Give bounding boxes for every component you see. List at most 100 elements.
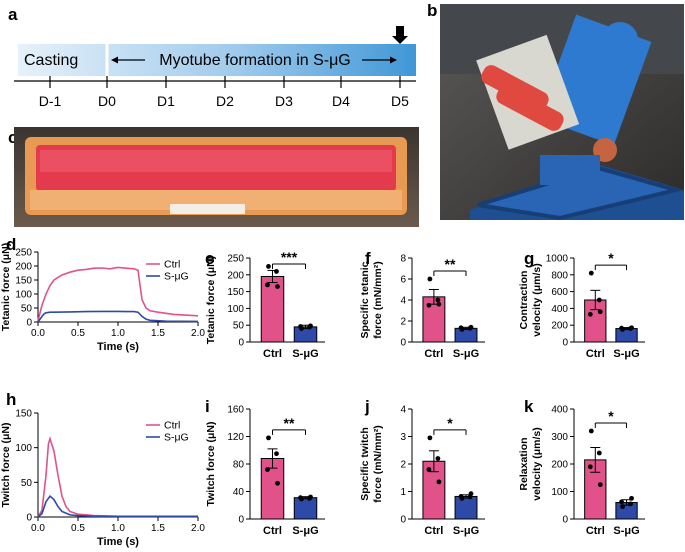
timeline-day-label: D3	[275, 93, 293, 109]
data-point-sug	[628, 501, 633, 507]
significance-marker: *	[447, 415, 453, 431]
data-point-ctrl	[587, 464, 593, 470]
data-point-sug	[308, 323, 313, 329]
x-tick-label: 0.0	[31, 328, 45, 339]
data-point-sug	[619, 499, 624, 505]
y-axis-title: Twitch force (μN)	[205, 422, 217, 507]
specific-tetanic-force-bar-chart: 0 2 4 6 8 Specific tetanic force (mN/mm²) Ctrl S…	[359, 254, 485, 360]
y-axis-title: Specific tetanic	[359, 261, 371, 338]
significance-marker: ***	[281, 249, 298, 265]
y-tick-label: 40	[233, 487, 245, 498]
data-point-ctrl	[265, 467, 270, 472]
x-tick-label: 0.5	[71, 523, 85, 534]
y-tick-label: 400	[551, 304, 568, 315]
series-line-ctrl	[37, 435, 198, 518]
x-category-label: Ctrl	[424, 348, 443, 360]
x-axis-title: Time (s)	[97, 536, 139, 548]
y-tick-label: 50	[21, 304, 33, 315]
y-tick-label: 0	[562, 515, 568, 526]
bar-ctrl	[260, 275, 285, 343]
x-category-label: S-μG	[613, 348, 639, 360]
y-tick-label: 50	[21, 478, 33, 489]
timeline-day-label: D4	[332, 93, 350, 109]
timeline-bar	[18, 44, 416, 76]
y-tick-label: 1000	[546, 254, 569, 265]
x-category-label: Ctrl	[263, 525, 282, 537]
y-axis-title: Contraction	[518, 271, 530, 330]
data-point-ctrl	[587, 311, 593, 317]
y-axis-title: Tetanic force (μN)	[205, 256, 217, 345]
legend-label: S-μG	[164, 271, 189, 283]
y-tick-label: 160	[227, 405, 244, 416]
panel-letter-a: a	[8, 5, 18, 24]
data-point-sug	[629, 495, 634, 501]
significance-marker: *	[608, 408, 614, 424]
data-point-sug	[620, 504, 625, 510]
specific-twitch-force-bar-chart: 0 1 2 3 4 Specific twitch force (mN/mm²) Ctrl S-…	[359, 405, 485, 537]
data-point-ctrl	[427, 276, 433, 282]
series-line-sug	[37, 495, 198, 518]
bar-sug	[293, 497, 318, 520]
data-point-ctrl	[588, 428, 594, 434]
bar-sug	[293, 326, 318, 343]
y-tick-label: 80	[233, 460, 245, 471]
significance-marker: **	[445, 256, 456, 272]
y-tick-label: 200	[15, 262, 32, 273]
y-axis-title: force (mN/mm²)	[372, 261, 384, 339]
y-tick-label: 800	[551, 270, 568, 281]
y-tick-label: 100	[15, 443, 32, 454]
y-tick-label: 100	[551, 487, 568, 498]
legend-label: S-μG	[164, 432, 189, 444]
data-point-ctrl	[275, 284, 280, 289]
x-tick-label: 2.0	[191, 523, 205, 534]
y-tick-label: 100	[227, 304, 244, 315]
x-category-label: Ctrl	[586, 348, 605, 360]
panel-letter-j: j	[364, 397, 370, 416]
data-point-sug	[298, 324, 303, 329]
bar-sug	[454, 495, 478, 520]
x-tick-label: 1.5	[151, 328, 165, 339]
panel-letter-c: c	[8, 128, 17, 147]
data-point-sug	[468, 324, 474, 330]
significance-marker: *	[608, 250, 614, 266]
timeline-day-label: D0	[98, 93, 116, 109]
y-tick-label: 3	[400, 432, 406, 443]
y-axis-title: Specific twitch	[359, 427, 371, 501]
panel-letter-d: d	[6, 235, 16, 254]
data-point-ctrl	[266, 264, 271, 269]
contraction-velocity-bar-chart: 0 200 400 600 800 1000 Contraction velocity (μm…	[518, 250, 645, 360]
data-point-sug	[458, 325, 464, 331]
data-point-sug	[619, 325, 624, 331]
data-point-sug	[629, 325, 634, 331]
panel-letter-h: h	[6, 390, 16, 409]
y-tick-label: 200	[227, 270, 244, 281]
y-tick-label: 8	[400, 254, 406, 265]
relaxation-velocity-bar-chart: 0 100 200 300 400 Relaxation velocity (μm/s) Ct…	[518, 405, 645, 537]
data-point-ctrl	[274, 451, 279, 457]
arrowhead-right-icon	[390, 56, 397, 64]
y-axis-title: force (mN/mm²)	[372, 425, 384, 503]
data-point-ctrl	[596, 297, 602, 303]
y-axis-title: velocity (μm/s)	[531, 427, 543, 501]
y-tick-label: 600	[551, 287, 568, 298]
timeline-panel: Casting Myotube formation in S-μG D-1 D0 D…	[14, 26, 416, 109]
data-point-ctrl	[588, 270, 594, 276]
y-tick-label: 0	[562, 338, 568, 349]
y-tick-label: 200	[551, 460, 568, 471]
data-point-sug	[458, 494, 464, 499]
timeline-day-label: D5	[391, 93, 409, 109]
bar-sug	[615, 328, 638, 343]
y-tick-label: 2	[400, 317, 406, 328]
y-axis-title: Twitch force (μN)	[0, 423, 12, 508]
y-tick-label: 150	[227, 287, 244, 298]
y-tick-label: 2	[400, 460, 406, 471]
panel-letter-k: k	[524, 397, 534, 416]
data-point-ctrl	[275, 480, 280, 486]
x-tick-label: 1.5	[151, 523, 165, 534]
data-point-ctrl	[596, 450, 602, 456]
x-category-label: S-μG	[292, 525, 318, 537]
y-tick-label: 250	[15, 248, 32, 259]
x-category-label: Ctrl	[263, 348, 282, 360]
y-tick-label: 0	[26, 318, 32, 329]
